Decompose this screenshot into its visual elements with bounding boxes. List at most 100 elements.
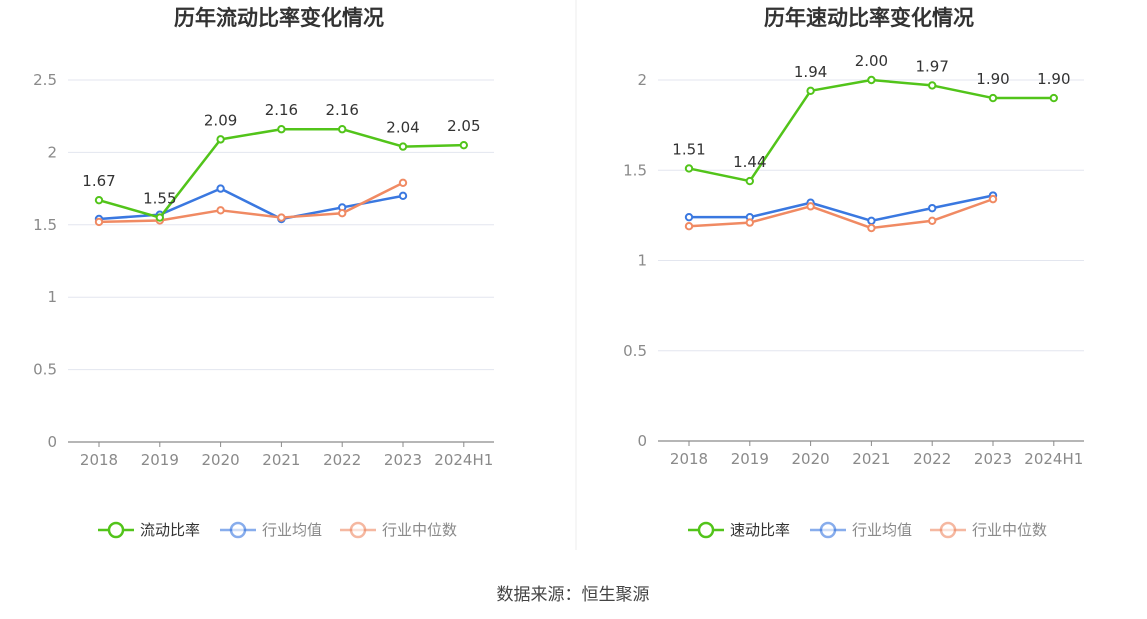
legend-label: 速动比率 — [730, 521, 790, 539]
data-point[interactable] — [684, 212, 694, 222]
legend-marker-icon — [697, 521, 715, 539]
legend-marker-icon — [107, 521, 125, 539]
y-tick-label: 2 — [637, 71, 647, 89]
legend-item[interactable]: 行业均值 — [810, 521, 912, 539]
data-point[interactable] — [216, 184, 225, 193]
data-point[interactable] — [684, 164, 694, 173]
x-tick-label: 2024H1 — [1024, 450, 1083, 468]
data-label: 1.67 — [82, 172, 115, 190]
x-tick-label: 2019 — [141, 451, 179, 469]
data-point[interactable] — [216, 206, 225, 215]
x-tick-label: 2021 — [262, 451, 300, 469]
y-tick-label: 2.5 — [33, 71, 57, 89]
y-tick-label: 0 — [47, 433, 57, 451]
x-tick-label: 2018 — [80, 451, 118, 469]
data-point[interactable] — [277, 213, 286, 222]
x-tick-label: 2018 — [670, 450, 708, 468]
y-tick-label: 1.5 — [33, 216, 57, 234]
data-point[interactable] — [155, 213, 165, 222]
data-label: 2.00 — [855, 52, 888, 70]
data-label: 2.16 — [325, 101, 358, 119]
data-point[interactable] — [867, 223, 876, 233]
data-point[interactable] — [867, 75, 876, 85]
y-tick-label: 2 — [47, 143, 57, 161]
x-tick-label: 2020 — [792, 450, 830, 468]
legend: 流动比率 行业均值 行业中位数 — [98, 521, 457, 539]
data-point[interactable] — [216, 135, 225, 144]
series-line — [688, 197, 994, 230]
y-tick-label: 1.5 — [623, 161, 647, 179]
y-tick-label: 1 — [637, 252, 647, 270]
y-tick-label: 1 — [47, 288, 57, 306]
x-tick-label: 2023 — [384, 451, 422, 469]
data-point[interactable] — [277, 125, 286, 134]
data-point[interactable] — [684, 222, 694, 231]
chart-title: 历年流动比率变化情况 — [174, 6, 384, 30]
data-point[interactable] — [1049, 93, 1059, 103]
series-line — [689, 194, 994, 223]
data-label: 1.97 — [915, 57, 948, 75]
data-label: 2.04 — [386, 119, 419, 137]
data-point[interactable] — [745, 218, 754, 227]
y-tick-label: 0.5 — [33, 361, 57, 379]
y-tick-label: 0 — [637, 432, 647, 450]
x-tick-label: 2024H1 — [434, 451, 493, 469]
legend-item[interactable]: 行业中位数 — [930, 521, 1047, 539]
data-label: 1.55 — [143, 190, 176, 208]
data-point[interactable] — [398, 142, 408, 151]
legend-item[interactable]: 行业均值 — [220, 521, 322, 539]
legend-marker-icon — [229, 521, 247, 539]
legend-label: 流动比率 — [140, 521, 200, 539]
legend: 速动比率 行业均值 行业中位数 — [688, 521, 1047, 539]
series-line — [98, 181, 404, 224]
legend-item[interactable]: 流动比率 — [98, 521, 200, 539]
chart-title: 历年速动比率变化情况 — [764, 6, 974, 30]
data-point[interactable] — [988, 194, 998, 204]
data-label: 2.09 — [204, 111, 237, 129]
data-label: 1.44 — [733, 153, 766, 171]
data-point[interactable] — [928, 216, 937, 225]
x-tick-label: 2021 — [852, 450, 890, 468]
data-point[interactable] — [338, 125, 347, 134]
series-main: 1.51 1.44 1.94 2.00 1.97 1.90 1.90 — [672, 52, 1071, 186]
data-point[interactable] — [398, 191, 408, 201]
data-point[interactable] — [94, 217, 104, 227]
series-main: 1.67 1.55 2.09 2.16 2.16 2.04 2.05 — [82, 101, 481, 222]
data-label: 1.90 — [976, 70, 1009, 88]
x-tick-label: 2019 — [731, 450, 769, 468]
series-industry-average — [684, 191, 998, 225]
legend-marker-icon — [939, 521, 957, 539]
data-label: 1.90 — [1037, 70, 1070, 88]
data-point[interactable] — [806, 202, 815, 211]
data-point[interactable] — [459, 140, 468, 150]
legend-label: 行业中位数 — [382, 521, 457, 539]
legend-label: 行业均值 — [262, 521, 322, 539]
data-source-note: 数据来源：恒生聚源 — [497, 585, 650, 605]
data-label: 1.51 — [672, 140, 705, 158]
x-tick-label: 2023 — [974, 450, 1012, 468]
series-industry-median — [684, 194, 998, 233]
legend-item[interactable]: 行业中位数 — [340, 521, 457, 539]
legend-marker-icon — [349, 521, 367, 539]
data-label: 1.94 — [794, 63, 827, 81]
data-point[interactable] — [988, 93, 998, 103]
y-tick-label: 0.5 — [623, 342, 647, 360]
data-point[interactable] — [806, 86, 815, 96]
data-point[interactable] — [94, 195, 104, 205]
data-point[interactable] — [867, 216, 876, 225]
x-tick-label: 2022 — [913, 450, 951, 468]
data-point[interactable] — [745, 176, 754, 186]
data-point[interactable] — [398, 178, 408, 188]
legend-item[interactable]: 速动比率 — [688, 521, 790, 539]
legend-label: 行业均值 — [852, 521, 912, 539]
chart-1: 历年流动比率变化情况 0 0.5 1 1.5 2 2.5 2018 2019 2020 2021 20… — [33, 6, 494, 539]
data-point[interactable] — [338, 209, 347, 218]
data-point[interactable] — [928, 203, 937, 213]
data-label: 2.05 — [447, 117, 480, 135]
data-point[interactable] — [928, 81, 937, 90]
x-tick-label: 2020 — [202, 451, 240, 469]
x-tick-label: 2022 — [323, 451, 361, 469]
legend-marker-icon — [819, 521, 837, 539]
